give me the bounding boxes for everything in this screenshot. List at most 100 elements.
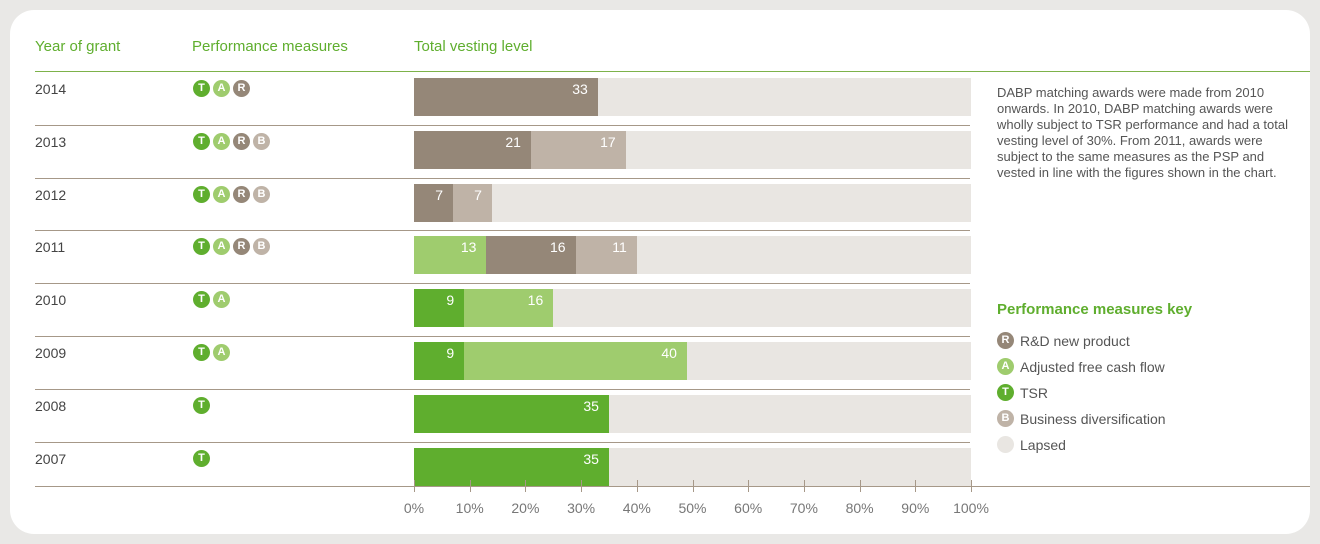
- year-label: 2009: [35, 345, 67, 361]
- measure-T-icon: T: [193, 238, 210, 256]
- bar-value-label: 13: [460, 239, 477, 256]
- x-tick: [859, 480, 861, 492]
- measure-B-icon: B: [253, 238, 270, 256]
- measure-A-icon: A: [213, 344, 230, 361]
- bar-value-label: 40: [661, 345, 677, 361]
- bar-segment: [414, 183, 453, 222]
- row-divider: [35, 177, 970, 179]
- bar-segment: [486, 236, 576, 275]
- measure-R-icon: R: [233, 80, 250, 97]
- row-divider: [35, 388, 970, 390]
- bar-value-label: 7: [474, 186, 482, 203]
- measure-T-icon: T: [193, 185, 210, 203]
- row-divider: [35, 230, 970, 232]
- measure-T-icon: T: [997, 384, 1014, 401]
- lapsed-track: 33: [414, 78, 971, 116]
- bar-segment: [530, 130, 626, 169]
- key-label: TSR: [1020, 384, 1048, 401]
- measure-R-icon: R: [997, 332, 1014, 349]
- key-item: T TSR: [997, 384, 1048, 401]
- x-tick-label: 10%: [455, 500, 484, 516]
- measure-B-icon: B: [997, 410, 1014, 427]
- header-divider: [35, 71, 1310, 72]
- measure-R-icon: R: [233, 132, 250, 150]
- x-tick-label: 40%: [622, 500, 651, 516]
- bar-segment: [414, 236, 487, 275]
- measure-A-icon: A: [997, 358, 1014, 375]
- x-tick: [692, 480, 694, 492]
- key-label: Lapsed: [1020, 436, 1066, 453]
- measure-badges: T: [193, 449, 210, 467]
- key-item: R R&D new product: [997, 332, 1130, 349]
- year-label: 2008: [35, 397, 67, 414]
- bar-segment: [414, 394, 609, 433]
- bar-value-label: 11: [612, 239, 627, 256]
- x-tick-label: 80%: [845, 500, 874, 516]
- measure-A-icon: A: [213, 185, 230, 203]
- performance-measures-header: Performance measures: [192, 38, 348, 55]
- measure-T-icon: T: [193, 132, 210, 150]
- year-of-grant-header: Year of grant: [35, 38, 121, 55]
- x-tick-label: 60%: [734, 500, 763, 516]
- measure-T-icon: T: [193, 344, 210, 361]
- bar-value-label: 35: [583, 397, 599, 414]
- measure-A-icon: A: [213, 132, 230, 150]
- measure-B-icon: B: [253, 132, 270, 150]
- x-tick-label: 30%: [567, 500, 596, 516]
- measure-R-icon: R: [233, 185, 250, 203]
- measure-T-icon: T: [193, 449, 210, 467]
- bar-segment: [414, 130, 531, 169]
- measure-A-icon: A: [213, 80, 230, 97]
- bar-value-label: 7: [435, 186, 443, 203]
- x-tick: [748, 480, 750, 492]
- year-label: 2007: [35, 450, 67, 467]
- measure-A-icon: A: [213, 291, 230, 309]
- bar-segment: [464, 289, 554, 328]
- lapsed-track: 21 17: [414, 130, 971, 169]
- key-label: Business diversification: [1020, 410, 1166, 427]
- lapsed-track: 35: [414, 394, 971, 433]
- year-label: 2010: [35, 292, 67, 309]
- x-tick-label: 20%: [511, 500, 540, 516]
- lapsed-swatch: [997, 436, 1014, 453]
- row-divider: [35, 124, 970, 126]
- x-tick: [581, 480, 583, 492]
- x-tick: [915, 480, 917, 492]
- year-label: 2013: [35, 133, 67, 150]
- measure-A-icon: A: [213, 238, 230, 256]
- key-item: A Adjusted free cash flow: [997, 358, 1165, 375]
- lapsed-track: 9 40: [414, 342, 971, 380]
- x-tick: [971, 480, 972, 492]
- year-label: 2014: [35, 81, 67, 97]
- bar-value-label: 33: [572, 81, 588, 97]
- x-tick: [469, 480, 471, 492]
- lapsed-track: 35: [414, 447, 971, 486]
- bar-value-label: 35: [583, 450, 599, 467]
- x-tick-label: 100%: [953, 500, 989, 516]
- x-tick-label: 0%: [403, 500, 425, 516]
- x-axis-line: [35, 486, 1310, 487]
- x-tick-label: 90%: [901, 500, 930, 516]
- year-label: 2011: [35, 239, 66, 256]
- x-tick-label: 70%: [789, 500, 818, 516]
- explanatory-note: DABP matching awards were made from 2010…: [997, 85, 1288, 180]
- bar-segment: [414, 289, 465, 328]
- x-tick: [525, 480, 527, 492]
- bar-value-label: 9: [446, 292, 455, 309]
- measure-T-icon: T: [193, 80, 210, 97]
- row-divider: [35, 336, 970, 337]
- bar-segment: [452, 183, 492, 222]
- year-label: 2012: [35, 186, 67, 203]
- key-label: R&D new product: [1020, 332, 1130, 349]
- key-title: Performance measures key: [997, 301, 1193, 318]
- measure-T-icon: T: [193, 291, 210, 309]
- key-label: Adjusted free cash flow: [1020, 358, 1165, 375]
- measure-B-icon: B: [253, 185, 270, 203]
- key-item: Lapsed: [997, 436, 1066, 453]
- x-tick: [803, 480, 805, 492]
- key-item: B Business diversification: [997, 410, 1166, 427]
- total-vesting-level-header: Total vesting level: [414, 38, 533, 55]
- bar-segment: [414, 447, 609, 486]
